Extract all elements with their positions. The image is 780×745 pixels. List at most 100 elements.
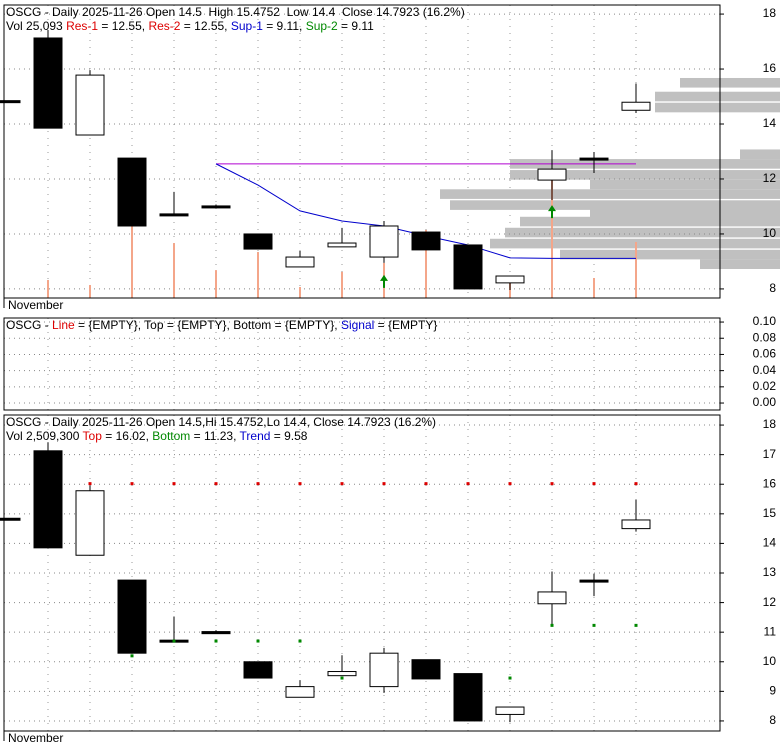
top-dot xyxy=(466,482,470,486)
top-dot xyxy=(172,482,176,486)
header-segment: = {EMPTY} xyxy=(374,318,437,332)
candle-body xyxy=(201,631,231,635)
header-segment: Bottom xyxy=(152,429,190,443)
y-tick-label: 17 xyxy=(763,447,777,461)
y-tick-label: 0.04 xyxy=(753,363,777,377)
bottom-dot xyxy=(130,654,134,658)
candle-body xyxy=(285,256,315,268)
y-tick-label: 18 xyxy=(763,417,777,431)
y-tick-label: 10 xyxy=(763,226,777,240)
header-header: OSCG - Daily 2025-11-26 Open 14.5,Hi 15.… xyxy=(6,415,436,429)
volume-profile-bar xyxy=(680,77,780,88)
header-segment: = 9.11, xyxy=(263,19,306,33)
candle-body xyxy=(33,37,63,129)
bottom-dot xyxy=(634,623,638,627)
volume-bar xyxy=(425,229,427,298)
panel-border xyxy=(3,414,721,732)
bottom-dot xyxy=(172,639,176,643)
y-tick-label: 12 xyxy=(763,171,777,185)
header-segment: Line xyxy=(52,318,75,332)
volume-bar xyxy=(509,283,511,298)
header-segment: OSCG - xyxy=(6,318,52,332)
y-tick-label: 10 xyxy=(763,654,777,668)
volume-bar xyxy=(593,278,595,298)
buy-arrow xyxy=(380,274,388,288)
volume-profile-bar xyxy=(655,102,780,113)
header-segment: Trend xyxy=(240,429,271,443)
top-dot xyxy=(634,482,638,486)
candle-body xyxy=(0,100,21,104)
bottom-dot xyxy=(508,676,512,680)
bottom-dot xyxy=(592,623,596,627)
top-dot xyxy=(340,482,344,486)
volume-bar xyxy=(635,242,637,298)
candle-body xyxy=(621,519,651,530)
header-segment: Signal xyxy=(341,318,374,332)
header-segment: = 9.58 xyxy=(270,429,307,443)
y-tick-label: 15 xyxy=(763,506,777,520)
top-dot xyxy=(256,482,260,486)
candle-body xyxy=(369,652,399,688)
volume-profile-bar xyxy=(450,200,780,210)
volume-bar xyxy=(215,270,217,298)
header-segment: Res-2 xyxy=(148,19,180,33)
header-segment: Top xyxy=(83,429,103,443)
bottom-dot xyxy=(256,639,260,643)
y-tick-label: 9 xyxy=(769,684,776,698)
header-header: OSCG - Daily 2025-11-26 Open 14.5 High 1… xyxy=(6,5,465,19)
header-segment: Vol 25,093 xyxy=(6,19,66,33)
y-tick-label: 0.02 xyxy=(753,379,777,393)
volume-profile-bar xyxy=(510,170,780,180)
panel-border xyxy=(3,4,721,299)
bottom-dot xyxy=(340,676,344,680)
y-tick-label: 0.06 xyxy=(753,347,777,361)
header-segment: Vol 2,509,300 xyxy=(6,429,83,443)
volume-profile-bar xyxy=(560,249,780,260)
candle-body xyxy=(75,74,105,136)
header-segment: = 12.55, xyxy=(98,19,148,33)
header-header: OSCG - Line = {EMPTY}, Top = {EMPTY}, Bo… xyxy=(6,318,437,332)
header-segment: Sup-1 xyxy=(231,19,263,33)
volume-profile-bar xyxy=(440,189,780,199)
header-legend: Vol 25,093 Res-1 = 12.55, Res-2 = 12.55,… xyxy=(6,19,374,33)
volume-profile-bar xyxy=(520,216,780,227)
candle-body xyxy=(495,706,525,715)
y-tick-label: 11 xyxy=(764,624,777,638)
header-segment: = 11.23, xyxy=(190,429,239,443)
volume-bar xyxy=(47,280,49,298)
y-tick-label: 12 xyxy=(763,595,777,609)
candle-body xyxy=(495,275,525,284)
volume-profile-bar xyxy=(505,227,780,238)
candle-body xyxy=(411,659,441,680)
bottom-dot xyxy=(298,639,302,643)
y-tick-label: 0.00 xyxy=(753,395,777,409)
volume-profile-bar xyxy=(655,91,780,102)
candle-body xyxy=(537,591,567,605)
candle-body xyxy=(201,205,231,209)
y-tick-label: 8 xyxy=(769,281,776,295)
top-dot xyxy=(424,482,428,486)
candle-body xyxy=(243,661,273,679)
top-dot xyxy=(214,482,218,486)
top-dot xyxy=(550,482,554,486)
candle-body xyxy=(327,242,357,248)
volume-profile-bar xyxy=(510,159,780,169)
candle-body xyxy=(579,579,609,583)
volume-bar xyxy=(551,177,553,298)
y-tick-label: 16 xyxy=(763,61,777,75)
buy-arrow xyxy=(548,205,556,219)
candle-body xyxy=(117,157,147,227)
top-dot xyxy=(508,482,512,486)
header-segment: = 12.55, xyxy=(180,19,230,33)
header-segment: OSCG - Daily 2025-11-26 Open 14.5 High 1… xyxy=(6,5,465,19)
top-dot xyxy=(88,482,92,486)
y-tick-label: 16 xyxy=(763,476,777,490)
x-label: November xyxy=(8,731,63,745)
candle-body xyxy=(453,673,483,722)
candle-body xyxy=(0,517,21,521)
candle-body xyxy=(579,157,609,161)
top-dot xyxy=(382,482,386,486)
header-segment: Sup-2 xyxy=(306,19,338,33)
